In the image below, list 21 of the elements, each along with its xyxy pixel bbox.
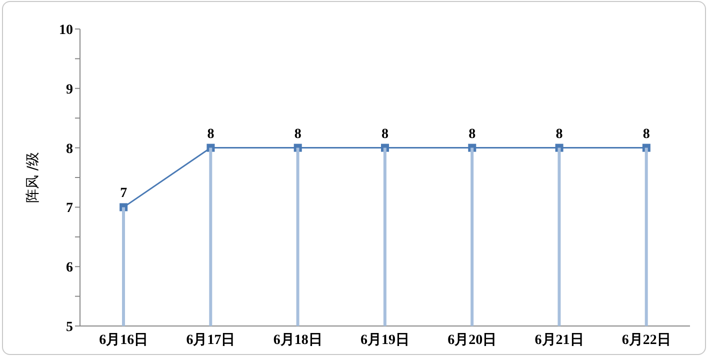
data-label: 7 bbox=[120, 186, 128, 202]
x-tick-label: 6月22日 bbox=[622, 332, 671, 348]
y-axis-title: 阵风 /级 bbox=[24, 152, 41, 204]
x-tick-label: 6月19日 bbox=[360, 332, 410, 348]
x-tick-label: 6月16日 bbox=[99, 332, 148, 348]
data-label: 8 bbox=[207, 126, 214, 142]
y-tick-label: 6 bbox=[66, 260, 73, 276]
x-tick-label: 6月21日 bbox=[534, 332, 584, 348]
data-label: 8 bbox=[294, 126, 302, 142]
x-tick-label: 6月17日 bbox=[186, 332, 236, 348]
y-tick-label: 5 bbox=[66, 320, 73, 335]
data-label: 8 bbox=[382, 126, 388, 142]
y-tick-label: 7 bbox=[66, 201, 73, 216]
y-tick-label: 9 bbox=[66, 82, 73, 98]
data-label: 8 bbox=[468, 126, 476, 142]
x-tick-label: 6月20日 bbox=[448, 332, 497, 348]
data-label: 8 bbox=[556, 126, 563, 142]
y-tick-label: 8 bbox=[66, 142, 73, 157]
data-label: 8 bbox=[642, 126, 650, 142]
x-tick-label: 6月18日 bbox=[273, 332, 322, 348]
y-tick-label: 10 bbox=[59, 22, 73, 38]
